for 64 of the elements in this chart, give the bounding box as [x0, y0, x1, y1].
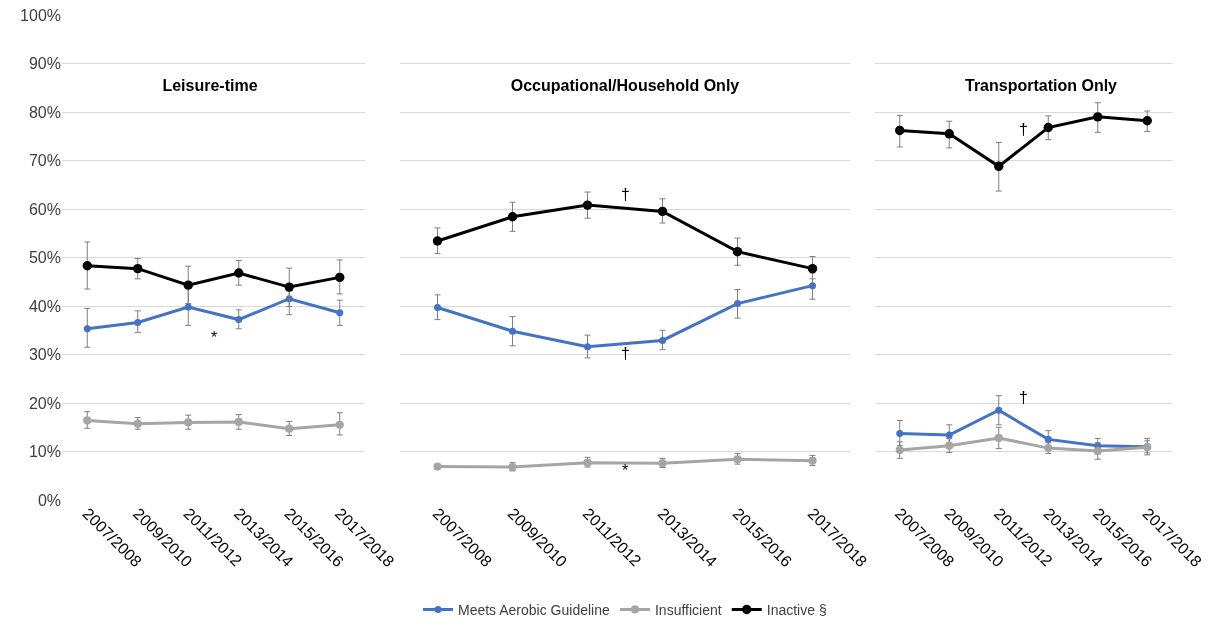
point: [995, 406, 1003, 414]
legend-label: Inactive §: [766, 601, 827, 618]
point: [336, 309, 344, 317]
point: [895, 445, 904, 455]
point: [657, 206, 668, 217]
y-tick-label: 50%: [28, 249, 61, 267]
annotation: †: [621, 345, 630, 362]
y-tick-label: 30%: [28, 346, 61, 364]
legend-label: Meets Aerobic Guideline: [458, 601, 610, 618]
point: [732, 246, 743, 257]
y-tick-label: 10%: [28, 443, 61, 461]
point: [1142, 116, 1152, 126]
annotation: *: [622, 462, 629, 479]
point: [507, 212, 518, 222]
point: [895, 125, 905, 136]
legend-label: Insufficient: [654, 601, 722, 618]
point: [584, 343, 591, 351]
point: [994, 433, 1003, 443]
text: Occupational/Household Only: [510, 76, 740, 94]
point: [432, 236, 443, 246]
point: [184, 418, 193, 427]
point: [509, 327, 516, 335]
y-tick-label: 70%: [28, 152, 61, 170]
y-tick-label: 20%: [28, 394, 61, 412]
point: [83, 325, 91, 333]
point: [1044, 435, 1052, 443]
point: [809, 282, 816, 290]
point: [335, 420, 344, 429]
annotation: †: [1019, 121, 1028, 138]
text: Transportation Only: [964, 76, 1118, 94]
point: [582, 200, 593, 210]
point: [807, 263, 818, 274]
y-tick-label: 80%: [28, 103, 61, 121]
point: [133, 263, 143, 274]
point: [83, 416, 92, 425]
point: [134, 318, 142, 326]
y-tick-label: 0%: [37, 491, 61, 509]
point: [944, 129, 954, 139]
y-tick-label: 100%: [20, 6, 61, 24]
point: [234, 268, 244, 278]
point: [434, 303, 441, 311]
point: [896, 430, 904, 438]
y-tick-label: 60%: [28, 200, 61, 218]
point: [82, 261, 92, 271]
point: [1093, 446, 1102, 456]
annotation: †: [621, 186, 630, 203]
annotation: *: [211, 329, 218, 346]
point: [183, 280, 193, 290]
point: [945, 441, 954, 450]
y-tick-label: 40%: [28, 297, 61, 315]
point: [184, 303, 192, 311]
point: [945, 431, 953, 439]
y-tick-label: 90%: [28, 55, 61, 73]
point: [734, 300, 741, 308]
annotation: †: [1019, 389, 1028, 406]
point: [994, 161, 1004, 172]
point: [335, 272, 345, 283]
point: [1093, 112, 1103, 122]
point: [659, 336, 666, 344]
point: [285, 424, 294, 433]
point: [235, 316, 243, 324]
point: [284, 282, 294, 292]
point: [1043, 122, 1053, 133]
text: Leisure-time: [162, 76, 258, 94]
